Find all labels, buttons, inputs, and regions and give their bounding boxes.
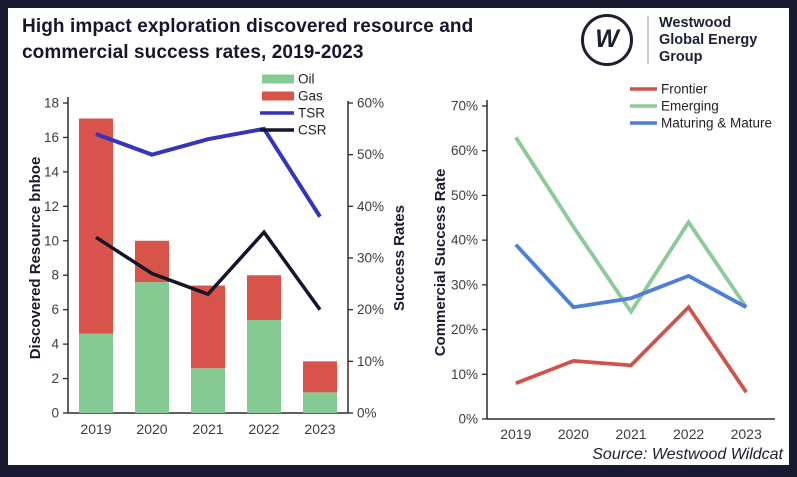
y-tick-label: 0% [458, 412, 478, 427]
westwood-logo: W Westwood Global Energy Group [581, 10, 781, 72]
legend-label-frontier: Frontier [661, 82, 708, 97]
logo-text-line-2: Global Energy [659, 32, 758, 48]
x-tick-label: 2023 [731, 426, 762, 442]
page-title: High impact exploration discovered resou… [22, 14, 473, 66]
bar-oil-2020 [135, 282, 169, 413]
bar-gas-2022 [247, 275, 281, 320]
right-chart-commercial-success-rate: 0% 10% 20% 30% 40% 50% 60% 70% 2019 2020 2021 2022 2… [432, 82, 775, 442]
legend-label-gas: Gas [298, 89, 323, 104]
y-tick-label-right: 40% [357, 199, 384, 214]
y-tick-label-right: 10% [357, 354, 384, 369]
content-panel: High impact exploration discovered resou… [8, 8, 789, 465]
logo-text-line-3: Group [659, 49, 703, 65]
y-tick-label-left: 6 [51, 302, 59, 317]
y-tick-label: 10% [451, 367, 478, 382]
y-tick-label-right: 20% [357, 302, 384, 317]
bar-oil-2023 [303, 392, 337, 413]
x-tick-label: 2020 [136, 421, 167, 437]
x-tick-label: 2022 [673, 426, 704, 442]
y-tick-label: 70% [451, 99, 478, 114]
logo-circle-mark: W [581, 14, 633, 66]
legend-label-oil: Oil [298, 72, 315, 87]
bar-gas-2019 [79, 118, 113, 334]
logo-text-line-1: Westwood [659, 15, 732, 31]
legend-label-maturing-mature: Maturing & Mature [661, 116, 772, 131]
y-tick-label-left: 16 [44, 130, 59, 145]
y-axis-label-left: Discovered Resource bnboe [27, 157, 44, 360]
logo-divider [647, 16, 649, 64]
x-tick-label: 2021 [192, 421, 223, 437]
y-tick-label-left: 8 [51, 268, 59, 283]
bar-oil-2019 [79, 333, 113, 413]
legend-label-csr: CSR [298, 123, 327, 138]
logo-w-icon: W [595, 24, 619, 53]
y-tick-label-left: 0 [51, 406, 59, 421]
y-tick-label: 60% [451, 143, 478, 158]
left-chart-discovered-resource: 0 2 4 6 8 10 12 14 16 18 0% 10% 20% 30% 40% 50% 60% 2019 2… [27, 72, 408, 438]
title-line-2: commercial success rates, 2019-2023 [22, 42, 364, 63]
y-tick-label-right: 50% [357, 147, 384, 162]
y-axis-label: Commercial Success Rate [432, 169, 449, 357]
legend-swatch-oil [262, 74, 294, 84]
bar-gas-2023 [303, 361, 337, 393]
y-tick-label-right: 30% [357, 251, 384, 266]
x-tick-label: 2019 [500, 426, 531, 442]
x-tick-label: 2021 [615, 426, 646, 442]
bar-oil-2022 [247, 320, 281, 413]
legend-label-emerging: Emerging [661, 99, 719, 114]
y-tick-label-left: 12 [44, 199, 59, 214]
y-tick-label-left: 14 [44, 164, 60, 179]
x-tick-label: 2022 [248, 421, 279, 437]
line-maturing-mature [514, 243, 748, 310]
y-tick-label-left: 10 [44, 233, 59, 248]
y-tick-label-right: 0% [357, 406, 377, 421]
title-line-1: High impact exploration discovered resou… [22, 16, 474, 37]
x-tick-label: 2019 [80, 421, 111, 437]
y-tick-label-right: 60% [357, 96, 384, 111]
legend-label-tsr: TSR [298, 106, 325, 121]
y-tick-label-left: 2 [51, 371, 59, 386]
line-tsr [95, 126, 322, 218]
y-tick-label: 40% [451, 233, 478, 248]
line-emerging [514, 136, 748, 316]
bar-oil-2021 [191, 368, 225, 413]
line-frontier [515, 304, 748, 394]
y-tick-label-left: 18 [44, 96, 59, 111]
y-tick-label: 20% [451, 322, 478, 337]
y-tick-label: 30% [451, 277, 478, 292]
y-axis-label-right: Success Rates [391, 205, 408, 311]
bar-gas-2021 [191, 285, 225, 369]
bar-gas-2020 [135, 240, 169, 283]
x-tick-label: 2020 [558, 426, 589, 442]
source-note: Source: Westwood Wildcat [592, 446, 783, 463]
x-tick-label: 2023 [304, 421, 335, 437]
y-tick-label-left: 4 [51, 337, 59, 352]
line-csr [95, 229, 322, 311]
legend-swatch-gas [262, 91, 294, 101]
logo-text: Westwood Global Energy Group [659, 15, 757, 66]
y-tick-label: 50% [451, 188, 478, 203]
